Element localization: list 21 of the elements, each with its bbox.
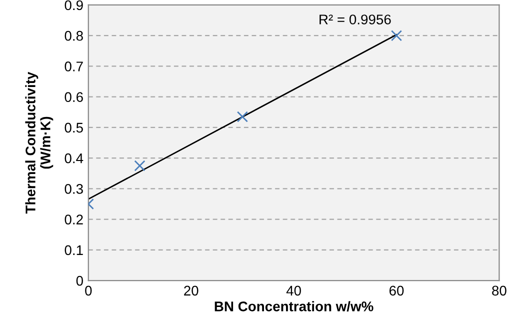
y-tick-label: 0.3 bbox=[64, 184, 83, 194]
y-tick-label: 0.1 bbox=[64, 245, 83, 256]
y-tick-label: 0.4 bbox=[64, 153, 84, 164]
point bbox=[390, 30, 402, 42]
x-axis-title: BN Concentration w/w% bbox=[214, 301, 374, 312]
x-tick-label: 60 bbox=[389, 286, 404, 296]
y-tick-label: 0.6 bbox=[64, 92, 83, 102]
annotation: R² = 0.9956 bbox=[320, 14, 391, 24]
x-tick-label: 0 bbox=[85, 286, 92, 296]
y-tick-label: 0.7 bbox=[64, 62, 83, 72]
point bbox=[134, 160, 146, 172]
y-tick-label: 0.5 bbox=[64, 122, 83, 133]
point bbox=[236, 111, 248, 122]
x-tick-label: 20 bbox=[184, 286, 198, 296]
y-tick-label: 0 bbox=[76, 276, 83, 286]
y-tick-label: 0.2 bbox=[64, 214, 83, 224]
x-tick-label: 80 bbox=[492, 286, 506, 296]
y-axis-title: Thermal Conductivity (W/m·K) bbox=[25, 72, 54, 214]
y-tick-label: 0.9 bbox=[64, 0, 83, 10]
x-tick-label: 40 bbox=[286, 286, 301, 296]
y-tick-label: 0.8 bbox=[64, 30, 83, 41]
